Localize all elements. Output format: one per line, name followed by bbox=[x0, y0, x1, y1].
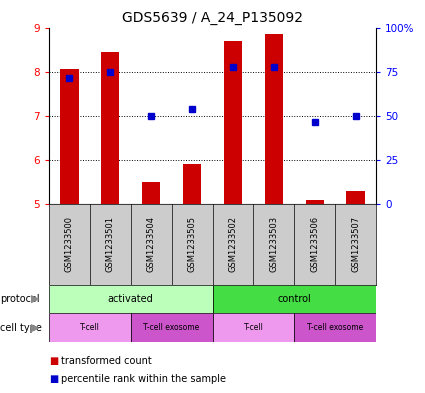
Text: GSM1233507: GSM1233507 bbox=[351, 216, 360, 272]
Bar bbox=[212, 285, 376, 313]
Bar bbox=[306, 200, 324, 204]
Text: GSM1233503: GSM1233503 bbox=[269, 216, 278, 272]
Bar bbox=[131, 313, 212, 342]
Text: control: control bbox=[278, 294, 311, 304]
Text: GSM1233506: GSM1233506 bbox=[310, 216, 319, 272]
Text: activated: activated bbox=[108, 294, 153, 304]
Text: T-cell exosome: T-cell exosome bbox=[307, 323, 363, 332]
Bar bbox=[142, 182, 160, 204]
Title: GDS5639 / A_24_P135092: GDS5639 / A_24_P135092 bbox=[122, 11, 303, 25]
Text: T-cell: T-cell bbox=[80, 323, 100, 332]
Text: percentile rank within the sample: percentile rank within the sample bbox=[61, 374, 226, 384]
Text: protocol: protocol bbox=[0, 294, 40, 304]
Bar bbox=[49, 313, 131, 342]
Bar bbox=[212, 313, 294, 342]
Text: T-cell exosome: T-cell exosome bbox=[144, 323, 200, 332]
Bar bbox=[60, 70, 79, 204]
Text: GSM1233504: GSM1233504 bbox=[147, 216, 156, 272]
Bar bbox=[346, 191, 365, 204]
Bar bbox=[49, 285, 212, 313]
Text: ▶: ▶ bbox=[31, 323, 40, 332]
Text: GSM1233505: GSM1233505 bbox=[187, 216, 196, 272]
Bar bbox=[101, 52, 119, 204]
Text: T-cell: T-cell bbox=[244, 323, 264, 332]
Text: cell type: cell type bbox=[0, 323, 42, 332]
Text: ■: ■ bbox=[49, 374, 58, 384]
Text: ▶: ▶ bbox=[31, 294, 40, 304]
Bar bbox=[294, 313, 376, 342]
Bar bbox=[183, 164, 201, 204]
Bar bbox=[224, 41, 242, 204]
Text: GSM1233500: GSM1233500 bbox=[65, 216, 74, 272]
Text: transformed count: transformed count bbox=[61, 356, 152, 366]
Text: ■: ■ bbox=[49, 356, 58, 366]
Text: GSM1233502: GSM1233502 bbox=[229, 216, 238, 272]
Text: GSM1233501: GSM1233501 bbox=[106, 216, 115, 272]
Bar bbox=[265, 34, 283, 204]
